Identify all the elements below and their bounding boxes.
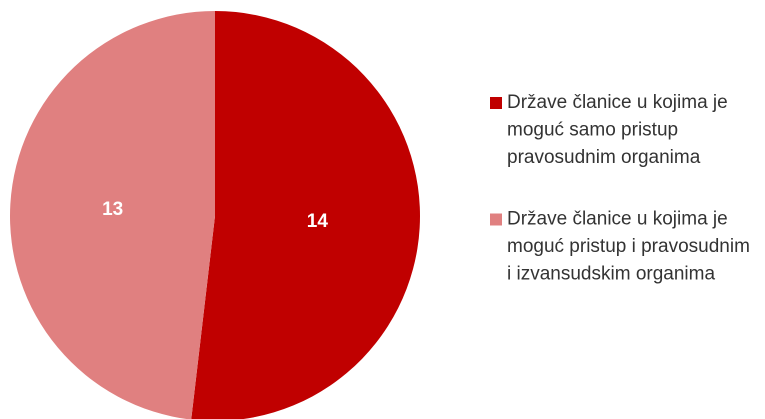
pie-slice xyxy=(191,11,420,419)
legend-swatch xyxy=(490,97,502,109)
legend-swatch xyxy=(490,213,502,226)
legend-label: Države članice u kojima je moguć pristup… xyxy=(507,209,755,285)
data-label: 14 xyxy=(307,211,329,232)
data-label: 13 xyxy=(102,199,123,220)
legend-label: Države članice u kojima je moguć samo pr… xyxy=(507,92,733,168)
pie-slice xyxy=(9,11,215,419)
